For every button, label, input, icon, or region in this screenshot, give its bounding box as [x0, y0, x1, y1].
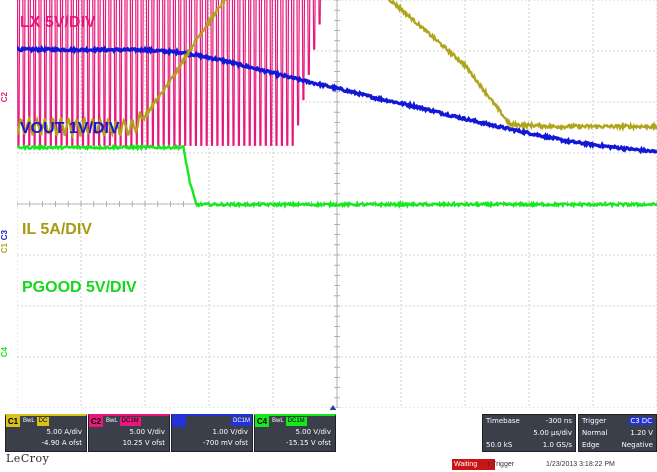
series-line-pgood [17, 143, 657, 209]
channel-tag [172, 416, 186, 427]
ground-marker-c3: C3 [0, 230, 9, 241]
channel-offset: -700 mV ofst [202, 439, 248, 447]
brand-logo: LeCroy [6, 452, 50, 465]
channel-tag: C2 [89, 416, 103, 427]
bandwidth-flag: BwL [272, 418, 284, 424]
ground-marker-c4: C4 [0, 347, 9, 358]
traces [17, 0, 657, 209]
timebase-delay: -300 ns [545, 417, 572, 425]
coupling-flag: DC1M [119, 417, 141, 426]
channel-scale: 5.00 A/div [46, 428, 83, 436]
channel-tag: C1 [6, 416, 20, 427]
trigger-slope: Negative [621, 441, 653, 449]
channel-offset: -15.15 V ofst [286, 439, 331, 447]
channel-descriptor-c1[interactable]: C1 BwL DC 5.00 A/div -4.90 A ofst [5, 414, 87, 452]
series-label-vout: VOUT 1V/DIV [20, 120, 120, 137]
trigger-mode: Normal [582, 429, 608, 437]
channel-offset: -4.90 A ofst [41, 439, 83, 447]
trigger-level: 1.20 V [630, 429, 653, 437]
trigger-descriptor[interactable]: Trigger C3 DC Normal 1.20 V Edge Negative [578, 414, 657, 452]
series-label-il: IL 5A/DIV [22, 221, 92, 238]
series-label-lx: LX 5V/DIV [20, 14, 96, 31]
plot-area [17, 0, 657, 408]
channel-scale: 5.00 V/div [295, 428, 332, 436]
channel-panel: C1 BwL DC 5.00 A/div -4.90 A ofst C2 BwL… [0, 410, 657, 472]
channel-descriptor-c3[interactable]: DC1M 1.00 V/div -700 mV ofst [171, 414, 253, 452]
bandwidth-flag: BwL [23, 418, 35, 424]
series-line-il [17, 0, 657, 140]
ground-marker-c1: C1 [0, 243, 9, 254]
bandwidth-flag: BwL [106, 418, 118, 424]
timestamp: 1/23/2013 3:18:22 PM [546, 461, 615, 468]
timebase-label: Timebase [486, 417, 520, 425]
acquisition-status-badge: Waiting [452, 459, 495, 470]
acquisition-status-text: r Trigger [488, 461, 515, 468]
trigger-type: Edge [582, 441, 600, 449]
trigger-position-marker [329, 405, 337, 411]
coupling-flag: DC [36, 417, 50, 426]
timebase-samples: 50.0 kS [486, 441, 513, 449]
trigger-source: C3 [629, 417, 641, 425]
channel-offset: 10.25 V ofst [122, 439, 165, 447]
channel-scale: 1.00 V/div [212, 428, 249, 436]
series-label-pgood: PGOOD 5V/DIV [22, 279, 137, 296]
channel-descriptor-c2[interactable]: C2 BwL DC1M 5.00 V/div 10.25 V ofst [88, 414, 170, 452]
ground-marker-c2: C2 [0, 92, 9, 103]
series-line-vout [17, 44, 657, 155]
coupling-flag: DC1M [230, 417, 252, 426]
trigger-coupling: DC [640, 417, 653, 425]
channel-scale: 5.00 V/div [129, 428, 166, 436]
timebase-per-div: 5.00 µs/div [533, 429, 572, 437]
coupling-flag: DC1M [285, 417, 307, 426]
timebase-rate: 1.0 GS/s [542, 441, 572, 449]
channel-tag: C4 [255, 416, 269, 427]
timebase-descriptor[interactable]: Timebase -300 ns 5.00 µs/div 50.0 kS 1.0 G… [482, 414, 576, 452]
channel-descriptor-c4[interactable]: C4 BwL DC1M 5.00 V/div -15.15 V ofst [254, 414, 336, 452]
trigger-label: Trigger [582, 417, 607, 425]
